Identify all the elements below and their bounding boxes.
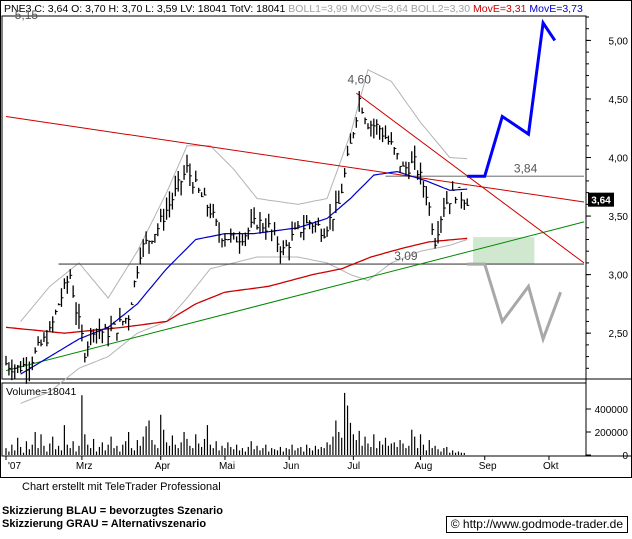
price-chart: 5,15 4,60 3,84 3,09 <box>5 8 585 404</box>
last-price-box <box>588 192 614 207</box>
x-tick-label: Mai <box>219 461 235 472</box>
axes: 2,50 3,00 3,50 4,00 4,50 5,00 3,64 '07 Mrz Apr Mai… <box>5 16 629 472</box>
header-part: BOLL1=3,99 MOVS=3,64 BOLL2=3,30 <box>285 3 470 15</box>
target-zone <box>473 237 535 265</box>
bollinger-lower <box>20 239 468 404</box>
volume-tick-label: 200000 <box>595 428 629 439</box>
website-link[interactable]: © http://www.godmode-trader.de <box>445 516 628 533</box>
price-annotation: 4,60 <box>348 72 372 86</box>
x-tick-label: Jun <box>283 461 299 472</box>
y-tick-label: 5,00 <box>609 36 629 47</box>
y-tick-label: 3,50 <box>609 212 629 223</box>
volume-label: Volume=18041 <box>6 386 77 398</box>
header-part: PNE3 C: 3,64 O: 3,70 H: 3,70 L: 3,59 LV:… <box>4 3 286 15</box>
header-part: MovE=3,31 <box>470 3 526 15</box>
y-tick-label: 4,00 <box>609 154 629 165</box>
volume-tick-label: 0 <box>622 451 628 462</box>
moving-average-slow <box>5 237 468 334</box>
legend-grey: Skizzierung GRAU = Alternativszenario <box>2 518 207 530</box>
price-annotation: 3,84 <box>514 161 538 175</box>
legend-blue: Skizzierung BLAU = bevorzugtes Szenario <box>2 505 223 517</box>
scenario-legend: Skizzierung BLAU = bevorzugtes Szenario … <box>2 505 223 531</box>
scenario-grey-path <box>467 262 563 344</box>
x-tick-label: Mrz <box>76 461 93 472</box>
red-trendline-upper <box>5 116 585 203</box>
moving-average-fast <box>20 170 468 375</box>
x-tick-label: Sep <box>479 461 497 472</box>
price-panel <box>1 15 587 380</box>
x-tick-label: Aug <box>415 461 433 472</box>
scenario-blue-path <box>467 18 557 178</box>
last-price-label: 3,64 <box>591 196 611 207</box>
x-tick-label: Apr <box>155 461 171 472</box>
x-tick-label: Jul <box>347 461 360 472</box>
y-tick-label: 2,50 <box>609 329 629 340</box>
chart-header: PNE3 C: 3,64 O: 3,70 H: 3,70 L: 3,59 LV:… <box>4 3 583 15</box>
volume-chart <box>5 392 465 455</box>
header-part: MovE=3,73 <box>526 3 582 15</box>
red-trendline-steep <box>356 92 585 264</box>
bollinger-upper <box>20 68 468 322</box>
x-tick-label: '07 <box>8 461 21 472</box>
credit-text: Chart erstellt mit TeleTrader Profession… <box>22 481 221 493</box>
y-tick-label: 3,00 <box>609 271 629 282</box>
price-annotation: 3,09 <box>394 249 418 263</box>
volume-tick-label: 400000 <box>595 405 629 416</box>
y-tick-label: 4,50 <box>609 95 629 106</box>
green-trendline <box>5 221 585 372</box>
x-tick-label: Okt <box>543 461 559 472</box>
volume-panel <box>1 382 587 457</box>
price-annotation: 5,15 <box>15 8 39 22</box>
